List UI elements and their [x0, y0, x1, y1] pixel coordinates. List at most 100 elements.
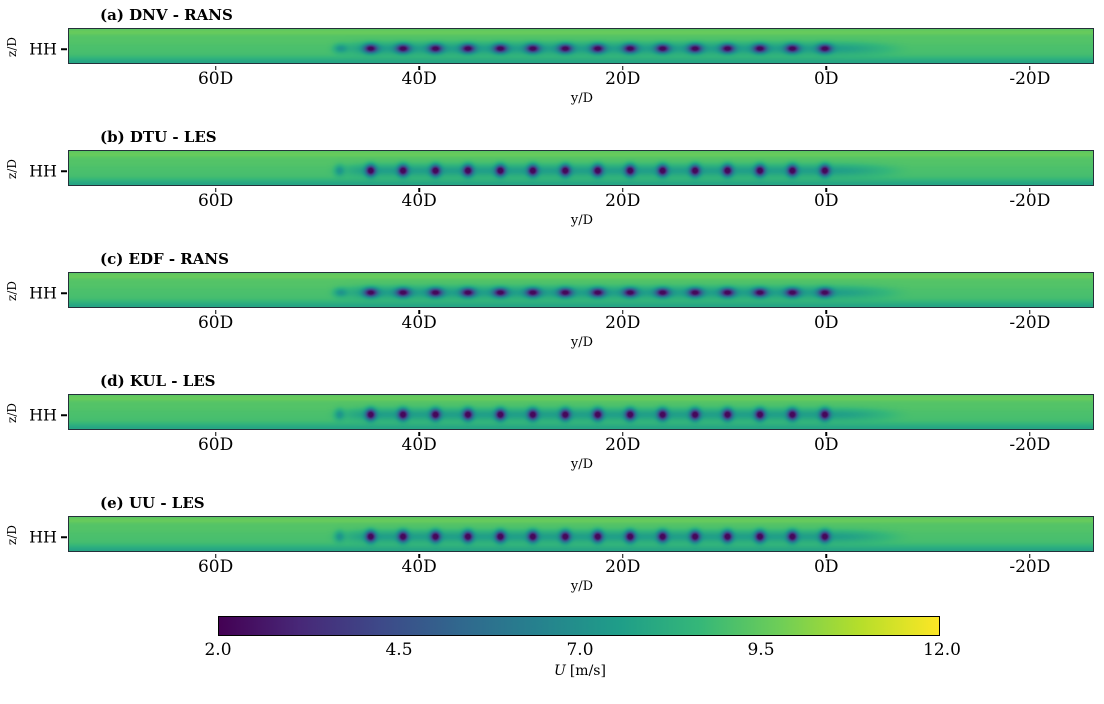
x-axis-label: y/D	[570, 457, 594, 472]
panel: (e) UU - LES z/D HH 60D 40D 20D 0D -20D y/D	[0, 488, 1104, 610]
x-tick-label: 20D	[605, 435, 641, 455]
colorbar-tick-label: 2.0	[204, 640, 232, 660]
colorbar-tick-label: 12.0	[923, 640, 961, 660]
x-tick-mark	[825, 66, 828, 70]
panel-title: (d) KUL - LES	[100, 372, 216, 390]
colorbar-label-units: [m/s]	[569, 663, 606, 679]
x-tick-label: 0D	[814, 69, 839, 89]
y-tick-label: HH	[29, 161, 57, 181]
panel: (d) KUL - LES z/D HH 60D 40D 20D 0D -20D y/D	[0, 366, 1104, 488]
x-tick-label: 60D	[197, 313, 234, 333]
panel-title: (e) UU - LES	[100, 494, 205, 512]
colorbar-gradient	[218, 616, 940, 636]
x-tick-mark	[825, 554, 828, 558]
y-axis-label: z/D	[5, 403, 19, 423]
y-tick-label: HH	[29, 283, 57, 303]
colorbar-label-symbol: U	[554, 663, 566, 679]
x-tick-label: 60D	[197, 557, 234, 577]
panel-plot-row: z/D HH	[5, 150, 1096, 188]
colorbar-label: U [m/s]	[218, 663, 942, 679]
x-tick-mark	[1029, 554, 1031, 558]
x-tick-mark	[825, 188, 828, 192]
panel: (b) DTU - LES z/D HH 60D 40D 20D 0D -20D y/D	[0, 122, 1104, 244]
panel-plot-row: z/D HH	[5, 272, 1096, 310]
x-tick-mark	[825, 310, 828, 314]
colorbar-tick-label: 4.5	[385, 640, 413, 660]
panel-title: (b) DTU - LES	[100, 128, 217, 146]
velocity-contour-heatmap	[68, 394, 1094, 430]
x-tick-label: 20D	[605, 313, 641, 333]
panel-title: (a) DNV - RANS	[100, 6, 233, 24]
x-tick-mark	[621, 310, 624, 314]
y-axis-label: z/D	[5, 37, 19, 57]
x-tick-mark	[214, 554, 217, 558]
x-tick-mark	[418, 188, 420, 192]
panel: (c) EDF - RANS z/D HH 60D 40D 20D 0D -20D y/…	[0, 244, 1104, 366]
x-tick-mark	[1029, 66, 1031, 70]
y-tick-label: HH	[29, 405, 57, 425]
panel-title: (c) EDF - RANS	[100, 250, 229, 268]
x-tick-label: 40D	[401, 557, 437, 577]
x-tick-label: -20D	[1009, 191, 1051, 211]
y-tick-mark	[61, 414, 67, 417]
x-tick-mark	[825, 432, 828, 436]
x-tick-mark	[1029, 432, 1031, 436]
panel-plot-row: z/D HH	[5, 394, 1096, 432]
x-tick-mark	[621, 188, 624, 192]
x-tick-label: 60D	[197, 69, 234, 89]
y-axis-label: z/D	[5, 281, 19, 301]
x-tick-label: -20D	[1009, 69, 1051, 89]
x-tick-mark	[621, 554, 624, 558]
colorbar-tick-label: 9.5	[747, 640, 775, 660]
x-ticks: 60D 40D 20D 0D -20D	[68, 554, 1096, 579]
colorbar-tick-label: 7.0	[566, 640, 594, 660]
x-tick-mark	[1029, 188, 1031, 192]
x-tick-label: 20D	[605, 69, 641, 89]
x-tick-mark	[214, 432, 217, 436]
x-ticks: 60D 40D 20D 0D -20D	[68, 66, 1096, 91]
x-tick-label: 40D	[401, 313, 437, 333]
x-tick-mark	[621, 66, 624, 70]
x-tick-label: 0D	[814, 435, 839, 455]
panels-container: (a) DNV - RANS z/D HH 60D 40D 20D 0D -20D y/…	[0, 0, 1104, 610]
colorbar-gradient-wrap	[218, 616, 942, 636]
y-tick-mark	[61, 48, 67, 51]
x-ticks: 60D 40D 20D 0D -20D	[68, 310, 1096, 335]
x-tick-mark	[418, 310, 420, 314]
y-axis-label: z/D	[5, 159, 19, 179]
velocity-contour-heatmap	[68, 516, 1094, 552]
panel-plot-row: z/D HH	[5, 516, 1096, 554]
colorbar: 2.0 4.5 7.0 9.5 12.0 U [m/s]	[0, 616, 1104, 679]
x-axis-label: y/D	[570, 213, 594, 228]
x-tick-mark	[418, 432, 420, 436]
x-tick-label: 40D	[401, 69, 437, 89]
velocity-contour-heatmap	[68, 150, 1094, 186]
x-tick-label: -20D	[1009, 435, 1051, 455]
velocity-contour-heatmap	[68, 28, 1094, 64]
x-tick-label: 40D	[401, 191, 437, 211]
x-tick-label: 60D	[197, 435, 234, 455]
x-tick-mark	[214, 310, 217, 314]
panel: (a) DNV - RANS z/D HH 60D 40D 20D 0D -20D y/…	[0, 0, 1104, 122]
x-ticks: 60D 40D 20D 0D -20D	[68, 432, 1096, 457]
x-axis-label: y/D	[570, 335, 594, 350]
x-ticks: 60D 40D 20D 0D -20D	[68, 188, 1096, 213]
x-tick-mark	[1029, 310, 1031, 314]
x-tick-mark	[214, 188, 217, 192]
y-tick-mark	[61, 170, 67, 173]
colorbar-ticks: 2.0 4.5 7.0 9.5 12.0	[204, 636, 960, 663]
x-tick-mark	[214, 66, 217, 70]
y-tick-mark	[61, 536, 67, 539]
velocity-contour-heatmap	[68, 272, 1094, 308]
x-tick-label: 60D	[197, 191, 234, 211]
x-axis-label: y/D	[570, 579, 594, 594]
x-tick-label: -20D	[1009, 557, 1051, 577]
x-tick-label: 20D	[605, 191, 641, 211]
y-tick-label: HH	[29, 527, 57, 547]
x-tick-label: 0D	[814, 313, 839, 333]
x-tick-mark	[621, 432, 624, 436]
x-tick-mark	[418, 554, 420, 558]
x-tick-mark	[418, 66, 420, 70]
x-tick-label: 20D	[605, 557, 641, 577]
